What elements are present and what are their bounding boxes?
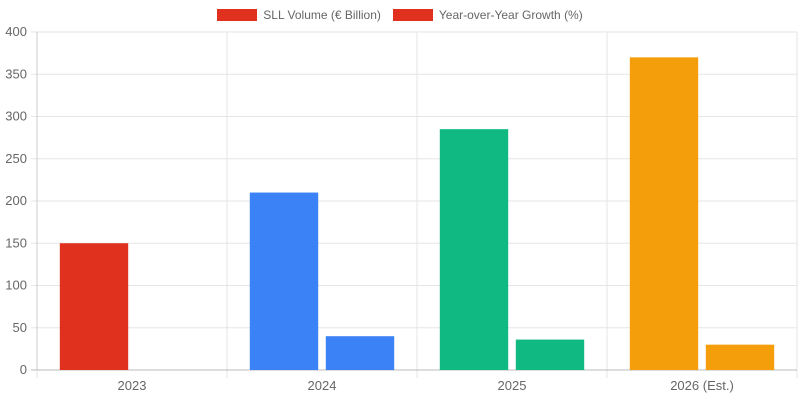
x-tick-label: 2024	[308, 378, 337, 393]
y-tick-label: 400	[5, 24, 27, 39]
bar-yoy-growth	[515, 339, 585, 370]
bar-yoy-growth	[705, 344, 775, 370]
x-tick-label: 2025	[498, 378, 527, 393]
y-tick-label: 200	[5, 193, 27, 208]
legend: SLL Volume (€ Billion) Year-over-Year Gr…	[0, 8, 800, 22]
legend-item-sll-volume[interactable]: SLL Volume (€ Billion)	[217, 8, 381, 22]
bar-sll-volume	[59, 243, 129, 370]
bar-sll-volume	[439, 129, 509, 370]
y-tick-label: 100	[5, 278, 27, 293]
legend-label-yoy-growth: Year-over-Year Growth (%)	[438, 8, 583, 22]
y-tick-label: 0	[20, 362, 27, 377]
y-tick-label: 50	[13, 320, 27, 335]
bar-sll-volume	[629, 57, 699, 370]
legend-swatch-yoy-growth	[392, 9, 433, 21]
legend-swatch-sll-volume	[217, 9, 258, 21]
legend-item-yoy-growth[interactable]: Year-over-Year Growth (%)	[392, 8, 583, 22]
bar-sll-volume	[249, 192, 319, 370]
x-tick-label: 2023	[118, 378, 147, 393]
y-tick-label: 350	[5, 66, 27, 81]
bar-yoy-growth	[325, 336, 395, 370]
x-tick-label: 2026 (Est.)	[670, 378, 734, 393]
legend-label-sll-volume: SLL Volume (€ Billion)	[263, 8, 381, 22]
y-tick-label: 250	[5, 151, 27, 166]
y-tick-label: 150	[5, 235, 27, 250]
y-tick-label: 300	[5, 109, 27, 124]
